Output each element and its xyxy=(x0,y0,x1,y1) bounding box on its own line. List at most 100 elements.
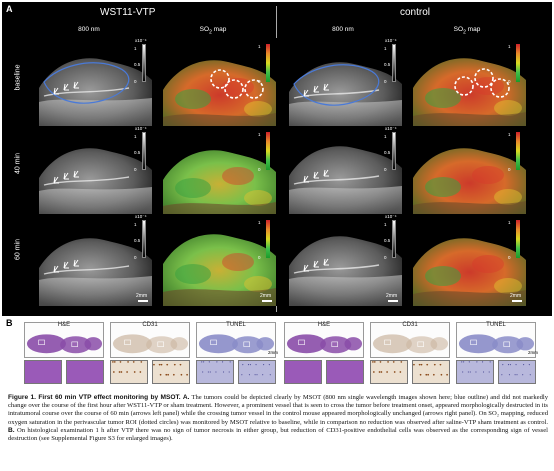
histology-zoom-tunel-wst11 xyxy=(238,360,276,384)
histology-zoom-tunel-control xyxy=(498,360,536,384)
image-800nm-wst11-baseline xyxy=(34,38,154,130)
image-so2-map-control-40min xyxy=(408,126,528,218)
group-title-wst11: WST11-VTP xyxy=(100,7,156,18)
col-label-800nm-right: 800 nm xyxy=(332,26,354,33)
colorbar-tick-label: 1 xyxy=(258,220,261,225)
colorbar-tick-label: 0 xyxy=(384,167,387,172)
histology-title-he: H&E xyxy=(317,322,331,328)
colorbar-so2 xyxy=(266,44,270,82)
colorbar-tick-label: x10⁻⁴ xyxy=(135,214,147,219)
colorbar-tick-label: 0 xyxy=(258,79,261,84)
colorbar-tick-label: 0.5 xyxy=(134,62,141,67)
colorbar-tick-label: x10⁻⁴ xyxy=(385,126,397,131)
colorbar-so2 xyxy=(266,132,270,170)
figure-caption: Figure 1. First 60 min VTP effect monito… xyxy=(8,394,548,443)
panel-b-letter: B xyxy=(6,318,13,328)
histology-zoom-tunel-control xyxy=(456,360,494,384)
image-800nm-wst11-40min xyxy=(34,126,154,218)
colorbar-tick-label: 1 xyxy=(508,220,511,225)
histology-title-cd31: CD31 xyxy=(402,322,418,328)
image-so2-map-wst11-baseline xyxy=(158,38,278,130)
histology-slide-he-wst11 xyxy=(24,322,104,358)
histology-title-he: H&E xyxy=(57,322,71,328)
colorbar-tick-label: 0.5 xyxy=(384,62,391,67)
col-label-so2-right: SO2 map xyxy=(453,26,481,36)
colorbar-so2 xyxy=(516,220,520,258)
group-title-control: control xyxy=(400,7,431,18)
colorbar-tick-label: x10⁻⁴ xyxy=(135,126,147,131)
image-800nm-wst11-60min xyxy=(34,214,154,306)
colorbar-tick-label: 1 xyxy=(384,222,387,227)
image-so2-map-control-baseline xyxy=(408,38,528,130)
colorbar-tick-label: x10⁻⁴ xyxy=(135,38,147,43)
caption-b-text: On histological examination 1 h after VT… xyxy=(8,426,548,443)
colorbar-gray xyxy=(142,132,146,170)
colorbar-tick-label: 1 xyxy=(258,132,261,137)
colorbar-tick-label: 1 xyxy=(258,44,261,49)
colorbar-gray xyxy=(392,44,396,82)
col-label-so2-left: SO2 map xyxy=(199,26,227,36)
caption-a-label: A. xyxy=(182,394,190,401)
histology-zoom-cd31-control xyxy=(370,360,408,384)
panel-b: B H&E CD31 TUNE xyxy=(2,318,552,388)
histology-zoom-cd31-control xyxy=(412,360,450,384)
histology-slide-tunel-wst11 xyxy=(196,322,276,358)
colorbar-tick-label: 0 xyxy=(384,79,387,84)
row-label-baseline: baseline xyxy=(14,64,22,91)
histology-title-tunel: TUNEL xyxy=(226,322,246,328)
histology-zoom-he-control xyxy=(284,360,322,384)
colorbar-so2 xyxy=(516,44,520,82)
colorbar-tick-label: 1 xyxy=(134,46,137,51)
colorbar-tick-label: 0 xyxy=(508,167,511,172)
histology-title-cd31: CD31 xyxy=(142,322,158,328)
colorbar-tick-label: 0 xyxy=(508,255,511,260)
histology-zoom-he-wst11 xyxy=(24,360,62,384)
histology-title-tunel: TUNEL xyxy=(486,322,506,328)
colorbar-tick-label: 0.5 xyxy=(134,150,141,155)
colorbar-tick-label: 0 xyxy=(258,255,261,260)
histology-slide-cd31-control xyxy=(370,322,450,358)
histology-zoom-cd31-wst11 xyxy=(152,360,190,384)
scale-bar xyxy=(262,300,272,302)
histology-zoom-he-control xyxy=(326,360,364,384)
image-800nm-control-40min xyxy=(284,126,404,218)
colorbar-gray xyxy=(142,220,146,258)
caption-a-text: The tumors could be depicted clearly by … xyxy=(8,394,548,426)
colorbar-so2 xyxy=(266,220,270,258)
panel-a-letter: A xyxy=(6,4,13,14)
colorbar-tick-label: 0 xyxy=(258,167,261,172)
scale-bar-label: 2mm xyxy=(510,293,522,299)
colorbar-gray xyxy=(392,132,396,170)
caption-heading: Figure 1. First 60 min VTP effect monito… xyxy=(8,394,181,401)
scale-bar-label: 2mm xyxy=(386,293,398,299)
image-800nm-control-baseline xyxy=(284,38,404,130)
colorbar-tick-label: 0.5 xyxy=(134,238,141,243)
histology-scale-label: 2mm xyxy=(528,350,538,355)
colorbar-tick-label: 1 xyxy=(508,132,511,137)
histology-slide-cd31-wst11 xyxy=(110,322,190,358)
scale-bar-label: 2mm xyxy=(136,293,148,299)
image-so2-map-control-60min xyxy=(408,214,528,306)
col-label-800nm-left: 800 nm xyxy=(78,26,100,33)
histology-slide-tunel-control xyxy=(456,322,536,358)
scale-bar xyxy=(138,300,148,302)
scale-bar xyxy=(388,300,398,302)
colorbar-tick-label: 1 xyxy=(384,134,387,139)
colorbar-tick-label: x10⁻⁴ xyxy=(385,38,397,43)
colorbar-tick-label: 1 xyxy=(134,134,137,139)
colorbar-tick-label: 1 xyxy=(134,222,137,227)
scale-bar-label: 2mm xyxy=(260,293,272,299)
scale-bar xyxy=(512,300,522,302)
colorbar-tick-label: 0 xyxy=(134,255,137,260)
colorbar-tick-label: 0 xyxy=(508,79,511,84)
colorbar-tick-label: x10⁻⁴ xyxy=(385,214,397,219)
histology-scale-label: 2mm xyxy=(268,350,278,355)
image-so2-map-wst11-60min xyxy=(158,214,278,306)
colorbar-tick-label: 0 xyxy=(134,167,137,172)
colorbar-tick-label: 0.5 xyxy=(384,150,391,155)
row-label-40min: 40 min xyxy=(14,153,22,175)
colorbar-tick-label: 0 xyxy=(384,255,387,260)
colorbar-tick-label: 1 xyxy=(384,46,387,51)
histology-zoom-cd31-wst11 xyxy=(110,360,148,384)
colorbar-tick-label: 0 xyxy=(134,79,137,84)
